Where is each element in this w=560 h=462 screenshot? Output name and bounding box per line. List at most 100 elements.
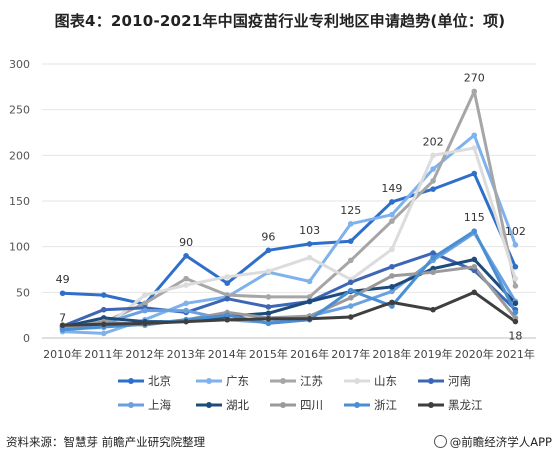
series-point-6: [306, 298, 313, 305]
series-point-0: [59, 290, 66, 297]
legend-marker: [280, 402, 286, 408]
series-point-2: [183, 275, 189, 282]
series-point-9: [347, 314, 354, 320]
series-point-1: [389, 211, 395, 218]
x-tick-label: 2012年: [125, 347, 164, 361]
series-point-4: [224, 295, 231, 302]
legend-label: 湖北: [226, 398, 249, 412]
brand-logo-icon: [433, 435, 447, 448]
series-point-3: [430, 152, 436, 159]
series-point-2: [142, 300, 148, 307]
series-point-2: [265, 294, 272, 300]
series-point-1: [430, 166, 436, 172]
series-point-0: [265, 247, 272, 254]
brand-text: @前瞻经济学人APP: [449, 435, 552, 449]
x-tick-label: 2013年: [167, 347, 206, 361]
legend-item: 上海: [118, 398, 171, 412]
series-point-8: [265, 320, 272, 327]
series-point-3: [224, 274, 231, 280]
legend-label: 浙江: [374, 398, 397, 412]
series-point-1: [347, 221, 354, 227]
series-point-3: [512, 275, 519, 282]
x-tick-label: 2010年: [43, 347, 82, 361]
legend-marker: [354, 378, 360, 384]
data-label: 96: [261, 230, 275, 243]
data-label: 102: [505, 225, 526, 238]
series-point-9: [265, 316, 272, 322]
series-point-5: [389, 288, 395, 295]
series-point-4: [100, 306, 107, 313]
series-point-8: [347, 287, 354, 294]
legend-item: 广东: [196, 374, 249, 388]
data-label: 149: [381, 182, 402, 195]
series-point-9: [306, 316, 313, 322]
series-point-8: [430, 254, 436, 261]
series-point-9: [100, 321, 107, 328]
x-axis-tick-labels: 2010年 2011年 2012年 2013年 2014年 2015年 2016年 2017年…: [43, 347, 535, 361]
legend-marker: [128, 378, 134, 384]
legend-item: 江苏: [270, 374, 323, 388]
series-point-9: [142, 320, 148, 327]
series-point-6: [265, 310, 272, 317]
data-label: 115: [464, 211, 485, 224]
y-tick-label: 50: [16, 286, 30, 299]
legend-label: 山东: [374, 374, 397, 388]
series-point-2: [471, 88, 478, 95]
data-label: 49: [56, 273, 70, 286]
y-tick-label: 150: [9, 195, 30, 208]
series-point-2: [389, 218, 395, 224]
series-point-3: [389, 246, 395, 253]
data-labels: 49 90 96 103 125 149 202 270 115 102 7 18: [56, 71, 526, 342]
series-point-8: [471, 228, 478, 234]
series-point-1: [100, 330, 107, 337]
series-point-2: [512, 283, 519, 289]
data-label: 103: [299, 224, 320, 237]
y-tick-label: 200: [9, 149, 30, 162]
y-tick-label: 300: [9, 58, 30, 71]
series-point-1: [512, 242, 519, 248]
legend-marker: [354, 402, 360, 408]
data-label: 125: [340, 204, 361, 217]
series-point-6: [389, 284, 395, 290]
series-point-3: [265, 268, 272, 275]
series-point-2: [347, 257, 354, 264]
legend-item: 浙江: [344, 398, 397, 412]
series-point-5: [183, 307, 189, 314]
series-point-1: [183, 300, 189, 307]
series-line-3: [62, 146, 517, 330]
legend-item: 湖北: [196, 398, 249, 412]
series-points: [59, 88, 519, 337]
legend-label: 北京: [148, 374, 171, 388]
y-tick-label: 250: [9, 104, 30, 117]
series-point-4: [389, 263, 395, 270]
series-point-0: [430, 186, 436, 192]
series-point-1: [306, 278, 313, 285]
x-tick-label: 2014年: [208, 347, 247, 361]
legend-label: 上海: [148, 398, 171, 412]
series-point-9: [430, 306, 436, 313]
series-point-5: [347, 303, 354, 309]
data-label: 18: [508, 330, 522, 343]
legend-label: 广东: [226, 374, 249, 388]
legend-marker: [206, 402, 212, 408]
series-point-0: [306, 241, 313, 247]
series-point-9: [471, 289, 478, 296]
series-point-8: [224, 312, 231, 318]
series-point-7: [430, 269, 436, 276]
legend-item: 北京: [118, 374, 171, 388]
series-point-9: [59, 322, 66, 329]
series-point-8: [59, 326, 66, 333]
legend-label: 江苏: [300, 374, 323, 388]
legend-marker: [428, 402, 434, 408]
x-tick-label: 2018年: [372, 347, 411, 361]
x-tick-label: 2021年: [496, 347, 535, 361]
series-point-0: [512, 263, 519, 270]
series-point-7: [347, 295, 354, 301]
x-tick-label: 2015年: [249, 347, 288, 361]
series-point-6: [512, 300, 519, 307]
series-point-0: [224, 280, 231, 287]
legend-item: 四川: [270, 398, 323, 412]
series-point-9: [389, 299, 395, 306]
series-line-9: [62, 290, 517, 327]
